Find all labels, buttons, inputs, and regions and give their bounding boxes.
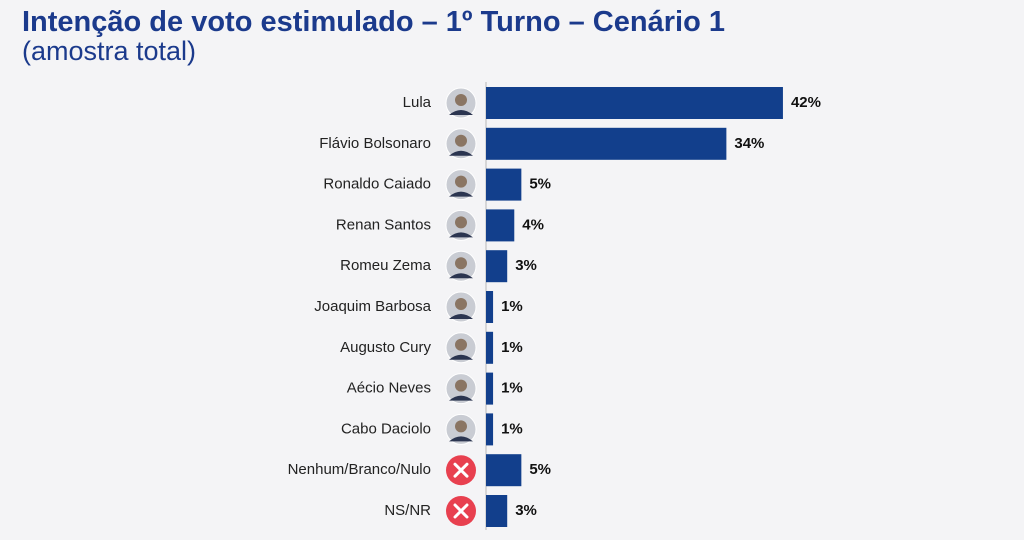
bar [486, 413, 494, 446]
avatar-head [455, 420, 467, 433]
avatar-head [455, 338, 467, 351]
category-label: Joaquim Barbosa [314, 298, 431, 315]
avatar-body [449, 354, 473, 360]
bar [486, 495, 508, 527]
value-label: 34% [734, 135, 764, 152]
avatar-body [449, 314, 473, 319]
category-label: Ronaldo Caiado [323, 176, 431, 193]
category-label: Augusto Cury [340, 339, 431, 356]
category-label: Cabo Daciolo [341, 420, 431, 437]
none-icon-x [453, 462, 469, 478]
bar [486, 209, 515, 242]
category-label: Romeu Zema [340, 257, 432, 274]
bar [486, 291, 494, 323]
avatar-head [455, 298, 467, 310]
avatar-body [449, 150, 473, 156]
category-label: Renan Santos [336, 216, 431, 233]
chart-title: Intenção de voto estimulado – 1º Turno –… [22, 6, 725, 38]
value-label: 4% [522, 216, 544, 233]
value-label: 1% [501, 339, 523, 356]
avatar-body [449, 110, 473, 115]
category-label: Aécio Neves [347, 380, 431, 397]
value-label: 5% [529, 461, 551, 478]
avatar-body [449, 191, 473, 197]
avatar-body [449, 273, 473, 279]
bar [486, 168, 522, 201]
avatar-body [449, 395, 473, 401]
category-label: NS/NR [384, 502, 431, 519]
value-label: 3% [515, 502, 537, 519]
value-label: 1% [501, 298, 523, 315]
bar [486, 250, 508, 283]
none-icon-x [453, 503, 469, 519]
bar [486, 331, 494, 364]
bar [486, 454, 522, 487]
bar [486, 127, 727, 160]
avatar-body [449, 436, 473, 442]
avatar-head [455, 379, 467, 392]
value-label: 42% [791, 94, 821, 111]
value-label: 5% [529, 176, 551, 193]
avatar-head [455, 175, 467, 188]
bar [486, 372, 494, 405]
value-label: 1% [501, 420, 523, 437]
category-label: Flávio Bolsonaro [319, 135, 431, 152]
avatar-head [455, 94, 467, 106]
avatar-head [455, 134, 467, 147]
avatar-head [455, 257, 467, 270]
avatar-body [449, 232, 473, 238]
category-label: Lula [403, 94, 432, 111]
value-label: 3% [515, 257, 537, 274]
bar [486, 87, 783, 119]
avatar-head [455, 216, 467, 229]
value-label: 1% [501, 380, 523, 397]
chart-subtitle: (amostra total) [22, 36, 196, 66]
category-label: Nenhum/Branco/Nulo [288, 461, 431, 478]
